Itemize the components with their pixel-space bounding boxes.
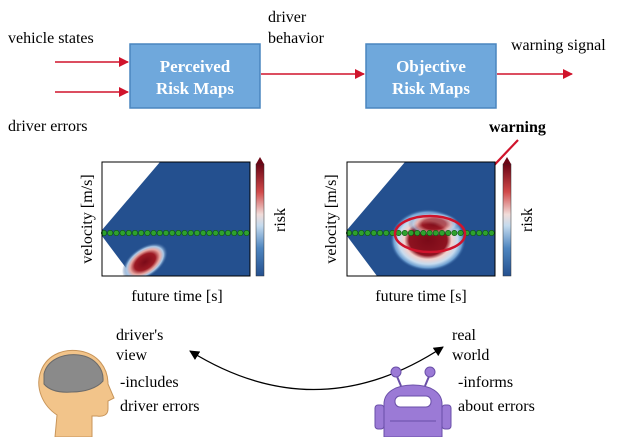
driver-errors-label: driver errors [8, 118, 88, 135]
objective-risk-maps-box [365, 43, 497, 109]
trajectory-dot [231, 230, 238, 237]
trajectory-dot [150, 230, 157, 237]
objective-risk-plot: risk velocity [m/s] future time [s] [323, 157, 536, 305]
trajectory-dot [482, 230, 489, 237]
trajectory-dot [237, 230, 244, 237]
perceived-risk-maps-box [129, 43, 261, 109]
plot1-x-label: future time [s] [131, 288, 223, 305]
objective-box-line2: Risk Maps [392, 79, 470, 98]
plot1-colorbar-cap [256, 157, 264, 164]
trajectory-dot [376, 230, 383, 237]
trajectory-dot [401, 230, 408, 237]
trajectory-dot [200, 230, 207, 237]
plot1-trajectory [101, 230, 250, 237]
trajectory-dot [225, 230, 232, 237]
trajectory-dot [432, 230, 439, 237]
trajectory-dot [169, 230, 176, 237]
plot2-frame [346, 161, 496, 277]
trajectory-dot [175, 230, 182, 237]
trajectory-dot [163, 230, 170, 237]
trajectory-dot [144, 230, 151, 237]
trajectory-dot [488, 230, 495, 237]
trajectory-dot [364, 230, 371, 237]
plot1-frame [101, 161, 251, 277]
trajectory-dot [469, 230, 476, 237]
trajectory-dot [345, 230, 352, 237]
trajectory-dot [113, 230, 120, 237]
trajectory-dot [107, 230, 114, 237]
robot-icon [374, 366, 452, 437]
plot2-colorbar-cap [503, 157, 511, 164]
trajectory-dot [156, 230, 163, 237]
informs-label-line2: about errors [458, 398, 535, 415]
trajectory-dot [218, 230, 225, 237]
warning-label: warning [489, 119, 546, 136]
trajectory-dot [187, 230, 194, 237]
plot1-risk-blob [122, 242, 168, 276]
trajectory-dot [194, 230, 201, 237]
plot2-y-label: velocity [m/s] [323, 174, 340, 263]
trajectory-dot [181, 230, 188, 237]
objective-box-line1: Objective [396, 57, 466, 76]
view-comparison-arrow [189, 346, 444, 391]
trajectory-dot [383, 230, 390, 237]
trajectory-dot [426, 230, 433, 237]
driver-view-label-line1: driver's [116, 327, 163, 344]
trajectory-dot [476, 230, 483, 237]
trajectory-dot [414, 230, 421, 237]
informs-label-line1: -informs [458, 374, 513, 391]
perceived-risk-plot: risk velocity [m/s] future time [s] [79, 157, 289, 305]
warning-signal-label: warning signal [511, 37, 606, 54]
vehicle-states-label: vehicle states [8, 30, 94, 47]
trajectory-dot [206, 230, 213, 237]
trajectory-dot [438, 230, 445, 237]
driver-behavior-label-line2: behavior [268, 30, 325, 47]
trajectory-dot [370, 230, 377, 237]
driver-view-label-line2: view [116, 347, 148, 364]
trajectory-dot [125, 230, 132, 237]
trajectory-dot [132, 230, 139, 237]
plot2-trajectory [345, 230, 495, 237]
trajectory-dot [101, 230, 108, 237]
plot2-warning-ellipse [393, 214, 467, 254]
plot2-colorbar [502, 163, 512, 277]
trajectory-dot [457, 230, 464, 237]
plot2-colorbar-label: risk [519, 208, 536, 232]
trajectory-dot [445, 230, 452, 237]
includes-label-line1: -includes [120, 374, 179, 391]
real-world-label-line1: real [452, 327, 477, 344]
trajectory-dot [212, 230, 219, 237]
trajectory-dot [352, 230, 359, 237]
plot1-y-label: velocity [m/s] [79, 174, 96, 263]
trajectory-dot [420, 230, 427, 237]
driver-behavior-label-line1: driver [268, 9, 307, 26]
trajectory-dot [451, 230, 458, 237]
trajectory-dot [407, 230, 414, 237]
plot1-colorbar-label: risk [272, 208, 289, 232]
perceived-box-line2: Risk Maps [156, 79, 234, 98]
perceived-box-line1: Perceived [160, 57, 231, 76]
includes-label-line2: driver errors [120, 398, 200, 415]
plot2-x-label: future time [s] [375, 288, 467, 305]
trajectory-dot [243, 230, 250, 237]
real-world-label-line2: world [452, 347, 489, 364]
trajectory-dot [138, 230, 145, 237]
trajectory-dot [358, 230, 365, 237]
plot1-colorbar [255, 163, 265, 277]
human-head-icon [38, 349, 115, 437]
trajectory-dot [119, 230, 126, 237]
